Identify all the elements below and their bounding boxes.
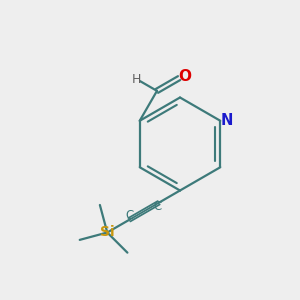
Text: C: C (154, 200, 162, 213)
Text: C: C (126, 209, 134, 222)
Text: N: N (221, 113, 233, 128)
Text: O: O (178, 69, 192, 84)
Text: Si: Si (100, 226, 115, 239)
Text: H: H (132, 74, 141, 86)
